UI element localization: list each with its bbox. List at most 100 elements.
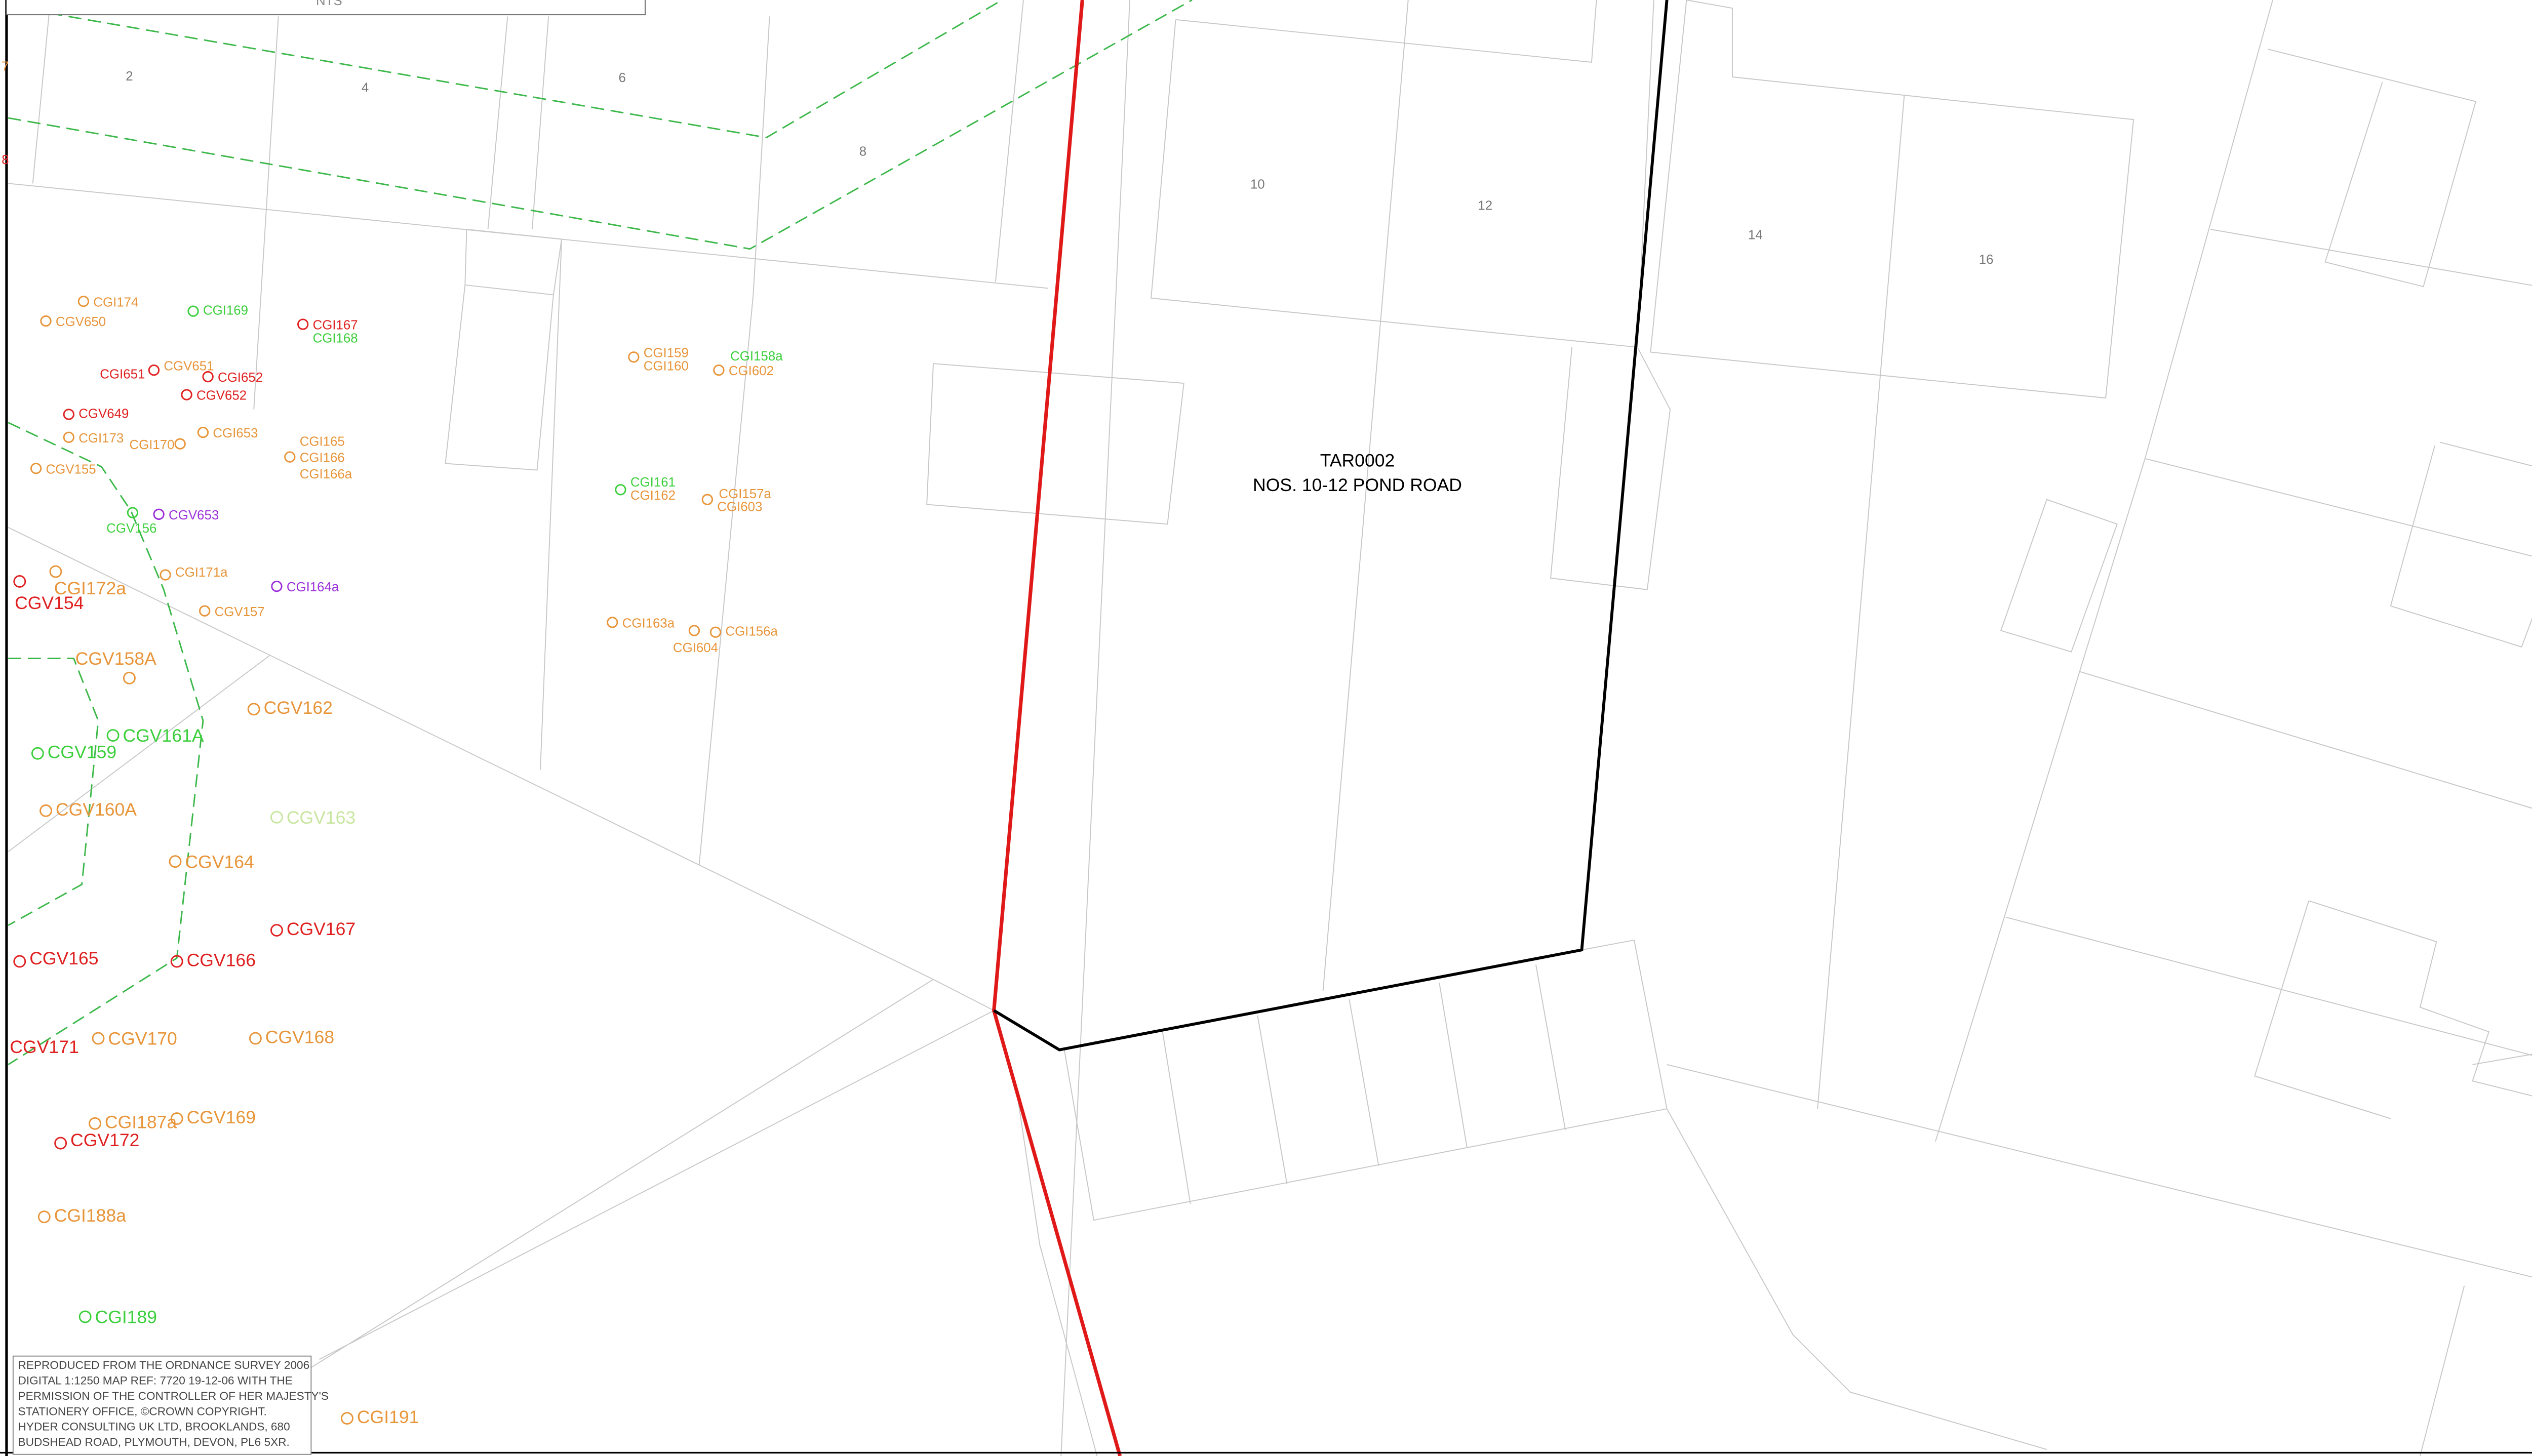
point-label: CGI604 xyxy=(673,641,718,655)
point-label: CGI171a xyxy=(175,565,228,580)
scale-label: NTS xyxy=(316,0,342,8)
scale-box xyxy=(6,0,646,16)
point-label: CGI602 xyxy=(729,364,774,378)
point-label: CGI162 xyxy=(630,489,676,503)
survey-point xyxy=(187,305,199,317)
survey-point xyxy=(78,1310,92,1323)
point-label: CGV649 xyxy=(78,407,129,421)
survey-point xyxy=(160,569,171,581)
point-label: CGV159 xyxy=(48,742,116,762)
edge-label: 7 xyxy=(2,59,9,73)
survey-point xyxy=(607,617,618,628)
survey-point xyxy=(197,426,209,438)
survey-point xyxy=(297,318,309,330)
survey-point xyxy=(106,729,120,742)
point-label: CGI652 xyxy=(218,371,263,385)
plot-number: 12 xyxy=(1478,198,1492,213)
survey-point xyxy=(174,438,186,450)
point-label: CGV653 xyxy=(169,508,219,522)
survey-point xyxy=(709,626,722,638)
survey-point xyxy=(688,625,700,636)
point-label: CGV650 xyxy=(56,315,106,329)
survey-point xyxy=(63,409,74,420)
survey-point xyxy=(89,1117,101,1130)
survey-point xyxy=(249,1032,262,1045)
point-label: CGI167 xyxy=(313,318,358,333)
copyright-line: DIGITAL 1:1250 MAP REF: 7720 19-12-06 WI… xyxy=(18,1374,293,1387)
survey-point xyxy=(127,507,139,518)
plot-number: 14 xyxy=(1748,228,1763,242)
point-label: CGI188a xyxy=(54,1205,127,1226)
plot-number: 10 xyxy=(1250,177,1265,191)
survey-point xyxy=(270,811,283,824)
point-label: CGV167 xyxy=(287,919,355,939)
plot-number: 4 xyxy=(362,81,369,95)
survey-point xyxy=(170,1112,183,1125)
plot-number: 8 xyxy=(859,145,866,159)
point-label: CGV156 xyxy=(106,521,156,536)
survey-point xyxy=(270,924,283,937)
dashed-boundaries xyxy=(8,0,1193,1066)
survey-point xyxy=(181,389,192,400)
survey-point xyxy=(13,955,26,968)
point-label: CGV165 xyxy=(29,948,98,968)
copyright-line: STATIONERY OFFICE, ©CROWN COPYRIGHT. xyxy=(18,1405,267,1418)
point-label: CGV164 xyxy=(185,852,254,872)
point-label: CGI157a xyxy=(719,487,771,501)
point-label: CGI187a xyxy=(105,1112,177,1133)
site-id: TAR0002 xyxy=(1320,451,1395,471)
point-label: CGI170 xyxy=(129,438,174,452)
point-label: CGI159 xyxy=(644,346,689,360)
point-label: CGI164a xyxy=(287,580,339,594)
survey-point xyxy=(39,804,52,817)
point-label: CGV170 xyxy=(108,1029,177,1049)
point-label: CGV172 xyxy=(70,1130,139,1150)
point-label: CGI189 xyxy=(95,1307,157,1327)
base-map-lines xyxy=(8,0,2532,1456)
point-label: CGV154 xyxy=(15,593,84,613)
point-label: CGI653 xyxy=(213,426,258,440)
point-label: CGI603 xyxy=(717,500,762,514)
point-label: CGI191 xyxy=(357,1407,419,1427)
point-label: CGV161A xyxy=(123,725,204,746)
survey-point xyxy=(615,484,626,496)
point-label: CGI169 xyxy=(203,303,248,317)
copyright-line: PERMISSION OF THE CONTROLLER OF HER MAJE… xyxy=(18,1390,329,1402)
point-label: CGV171 xyxy=(10,1037,78,1057)
point-label: CGI161 xyxy=(630,475,676,490)
point-label: CGI158a xyxy=(730,349,783,363)
copyright-line: REPRODUCED FROM THE ORDNANCE SURVEY 2006 xyxy=(18,1359,310,1371)
point-label: CGI156a xyxy=(725,625,778,639)
survey-point xyxy=(628,351,640,363)
point-label: CGV158A xyxy=(75,649,156,669)
point-label: CGV166 xyxy=(187,950,256,970)
survey-point xyxy=(271,581,283,592)
point-label: CGV163 xyxy=(287,807,355,828)
point-label: CGV651 xyxy=(164,359,214,373)
point-label: CGV162 xyxy=(264,698,333,718)
survey-point xyxy=(30,463,42,474)
survey-point xyxy=(284,451,296,463)
plot-number: 16 xyxy=(1979,253,1994,267)
survey-point xyxy=(54,1137,67,1150)
survey-point xyxy=(701,494,713,505)
survey-point xyxy=(202,371,214,383)
point-label: CGI168 xyxy=(313,331,358,345)
survey-point xyxy=(148,364,160,376)
point-label: CGV160A xyxy=(56,799,137,820)
survey-point xyxy=(247,703,260,716)
point-label: CGV169 xyxy=(187,1107,256,1127)
survey-point xyxy=(713,364,725,376)
survey-point xyxy=(49,565,62,578)
point-label: CGV652 xyxy=(196,389,247,403)
site-boundary xyxy=(993,0,1669,1051)
point-label: CGI166 xyxy=(300,451,345,465)
survey-point xyxy=(31,747,44,760)
plot-number: 2 xyxy=(126,69,133,84)
survey-point xyxy=(123,671,136,684)
survey-point xyxy=(13,575,26,588)
point-label: CGI163a xyxy=(622,616,675,630)
point-label: CGI651 xyxy=(100,368,145,382)
point-label: CGI173 xyxy=(78,431,124,446)
